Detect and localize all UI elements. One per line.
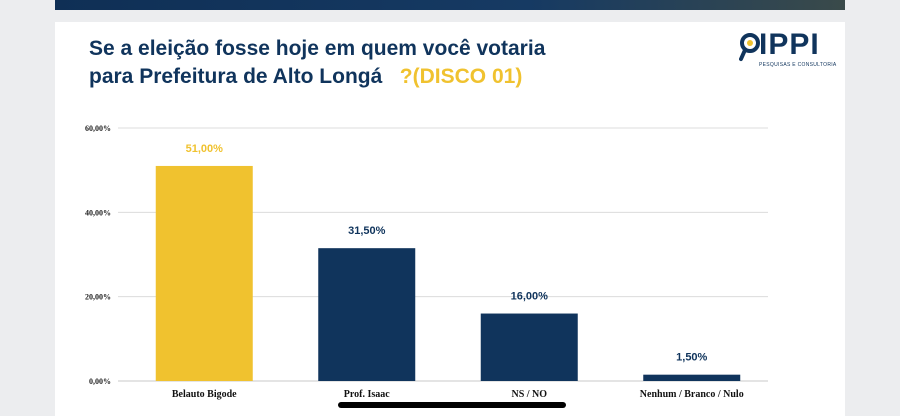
- data-label: 31,50%: [348, 225, 386, 237]
- x-tick-label: Prof. Isaac: [344, 389, 390, 400]
- data-label: 1,50%: [676, 352, 707, 364]
- title-line-1: Se a eleição fosse hoje em quem você vot…: [89, 37, 546, 60]
- data-label: 51,00%: [186, 143, 224, 155]
- data-label: 16,00%: [511, 291, 549, 303]
- bar: [155, 165, 253, 381]
- magnifier-icon: [739, 33, 760, 61]
- title-accent: ?(DISCO 01): [399, 65, 523, 88]
- x-tick-label: Belauto Bigode: [172, 389, 237, 400]
- y-tick-label: 60,00%: [85, 124, 111, 133]
- x-tick-label: NS / NO: [511, 389, 547, 400]
- y-tick-label: 0,00%: [89, 377, 111, 386]
- x-tick-label: Nenhum / Branco / Nulo: [640, 389, 744, 400]
- ippi-logo: IPPI PESQUISAS E CONSULTORIA: [739, 28, 839, 72]
- bar: [480, 313, 578, 381]
- home-indicator: [338, 402, 566, 408]
- logo-text: IPPI: [759, 28, 820, 61]
- bar: [643, 374, 741, 381]
- logo-subtitle: PESQUISAS E CONSULTORIA: [759, 62, 837, 68]
- title-line-2: para Prefeitura de Alto Longá: [89, 65, 383, 88]
- y-tick-label: 40,00%: [85, 208, 111, 217]
- chart-title: Se a eleição fosse hoje em quem você vot…: [89, 35, 545, 91]
- bar: [318, 248, 416, 381]
- top-strip: [55, 0, 845, 10]
- y-tick-label: 20,00%: [85, 293, 111, 302]
